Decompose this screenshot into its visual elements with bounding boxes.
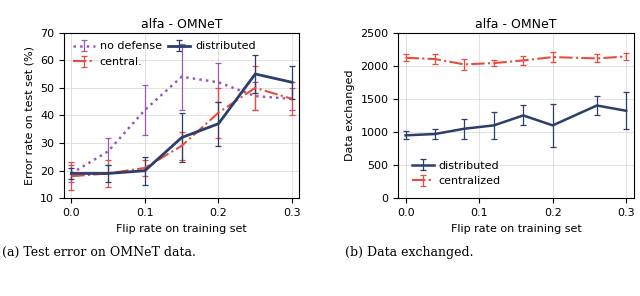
Title: alfa - OMNeT: alfa - OMNeT: [141, 18, 223, 31]
Text: (a) Test error on OMNeT data.: (a) Test error on OMNeT data.: [3, 246, 196, 259]
Title: alfa - OMNeT: alfa - OMNeT: [475, 18, 557, 31]
Legend: distributed, centralized: distributed, centralized: [408, 157, 504, 189]
X-axis label: Flip rate on training set: Flip rate on training set: [116, 223, 247, 234]
X-axis label: Flip rate on training set: Flip rate on training set: [451, 223, 581, 234]
Legend: no defense, central., distributed: no defense, central., distributed: [70, 38, 259, 70]
Text: (b) Data exchanged.: (b) Data exchanged.: [346, 246, 474, 259]
Y-axis label: Error rate on test set (%): Error rate on test set (%): [24, 46, 35, 185]
Y-axis label: Data exchanged: Data exchanged: [345, 70, 355, 161]
